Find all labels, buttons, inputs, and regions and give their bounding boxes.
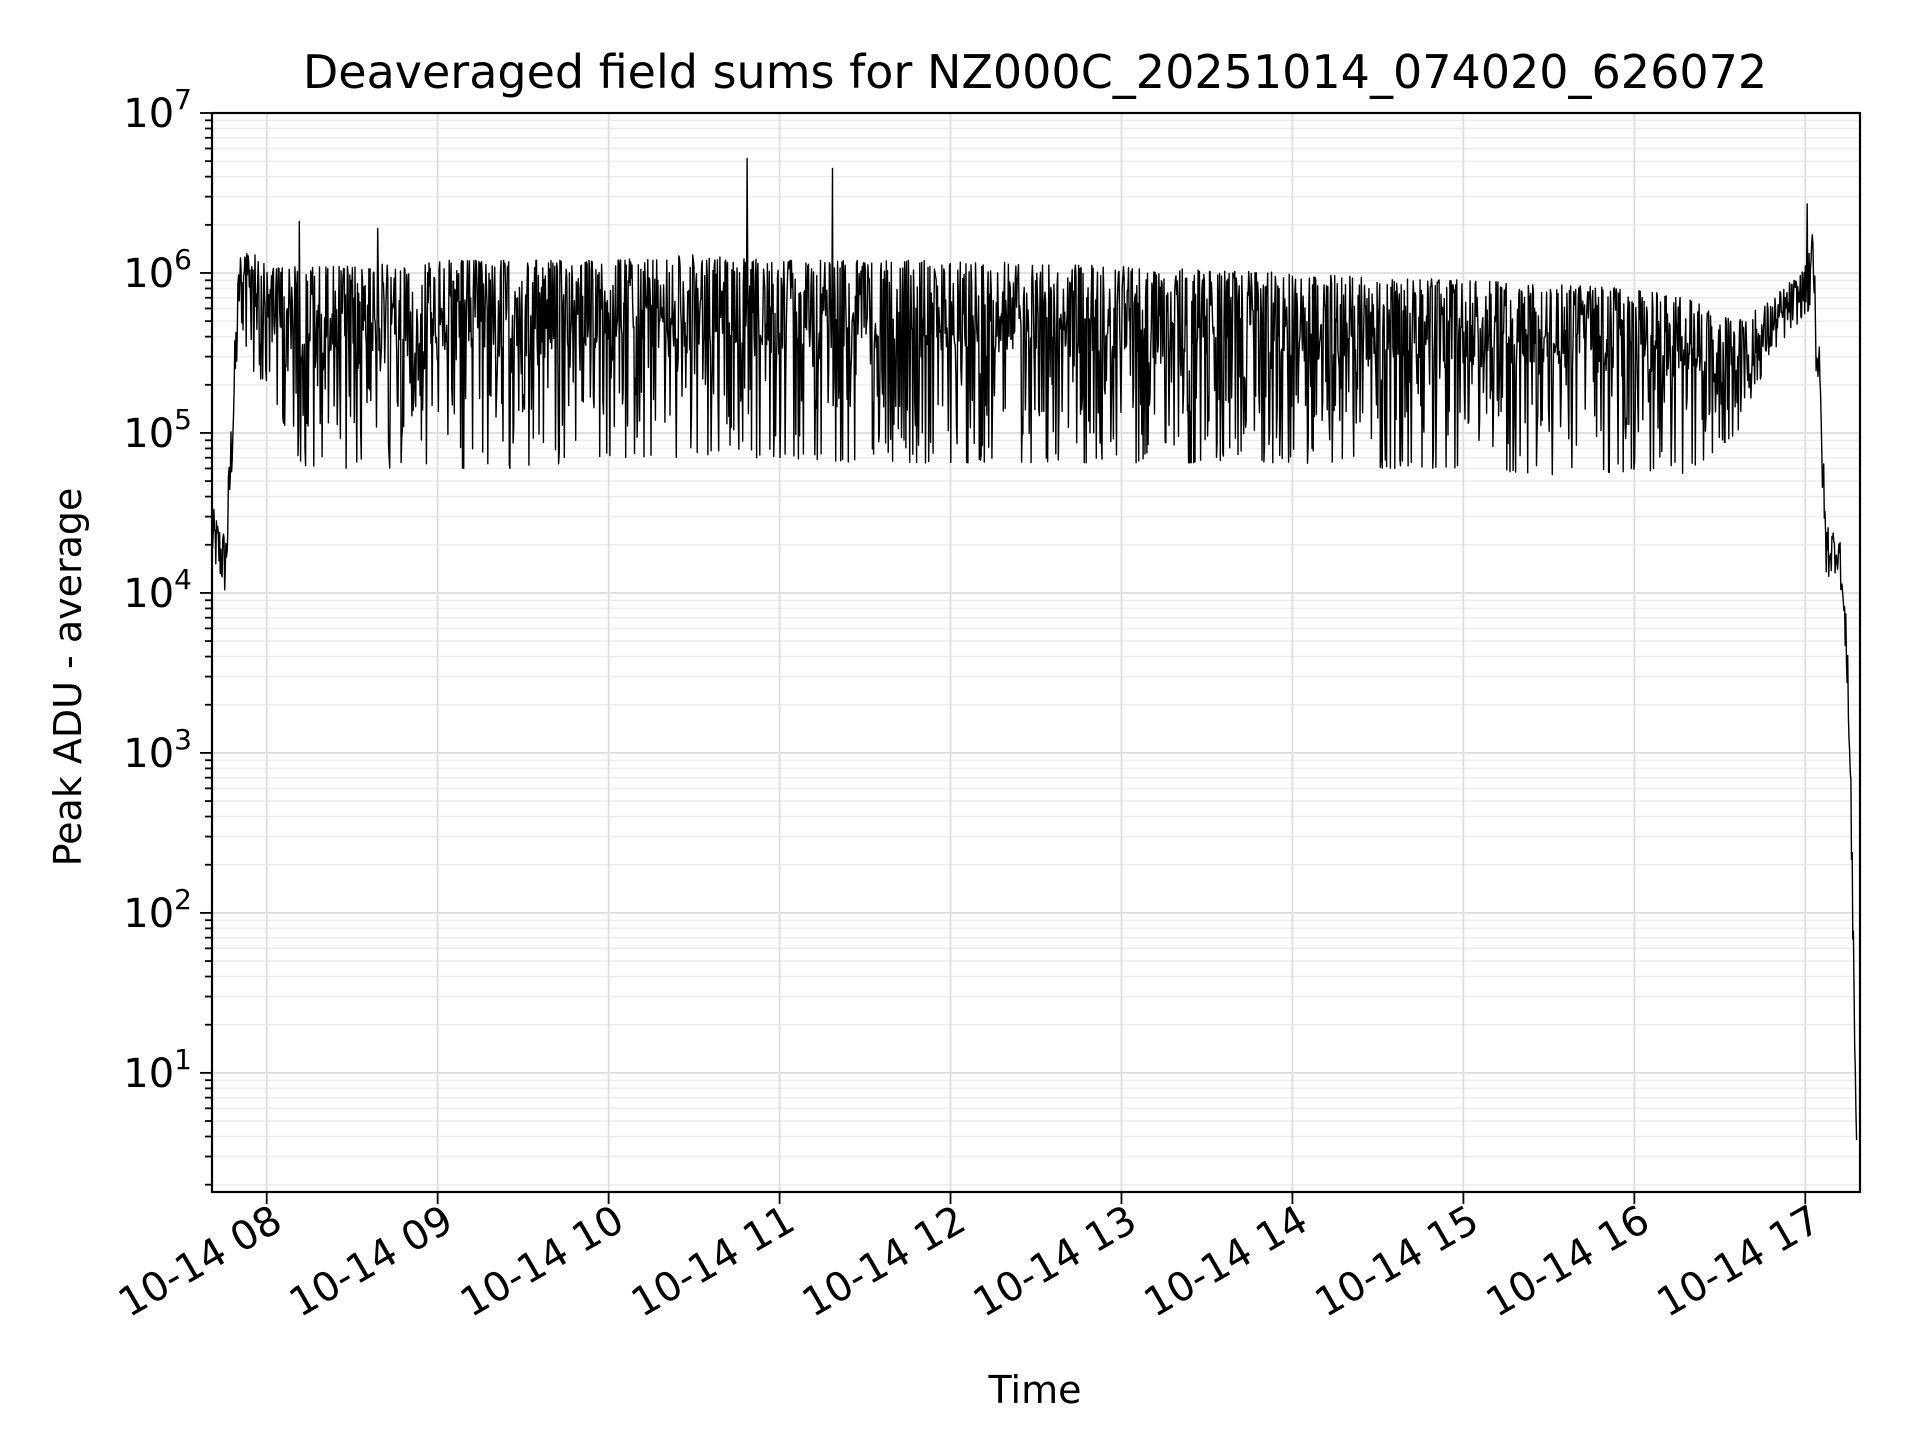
grid-layer bbox=[212, 112, 1860, 1192]
y-tick-label: 103 bbox=[123, 723, 192, 777]
y-tick-label: 102 bbox=[123, 883, 192, 937]
x-axis-label: Time bbox=[988, 1368, 1082, 1412]
y-tick-label: 105 bbox=[123, 403, 192, 457]
y-tick-label: 101 bbox=[123, 1043, 192, 1097]
y-tick-label: 106 bbox=[123, 243, 192, 297]
axes-frame bbox=[210, 111, 1862, 1194]
chart-title: Deaveraged field sums for NZ000C_2025101… bbox=[303, 45, 1767, 99]
y-axis-label: Peak ADU - average bbox=[46, 488, 90, 867]
series-layer bbox=[211, 157, 1858, 1141]
y-tick-label: 104 bbox=[123, 563, 192, 617]
series-line bbox=[211, 157, 1858, 1141]
y-tick-label: 107 bbox=[123, 83, 192, 137]
